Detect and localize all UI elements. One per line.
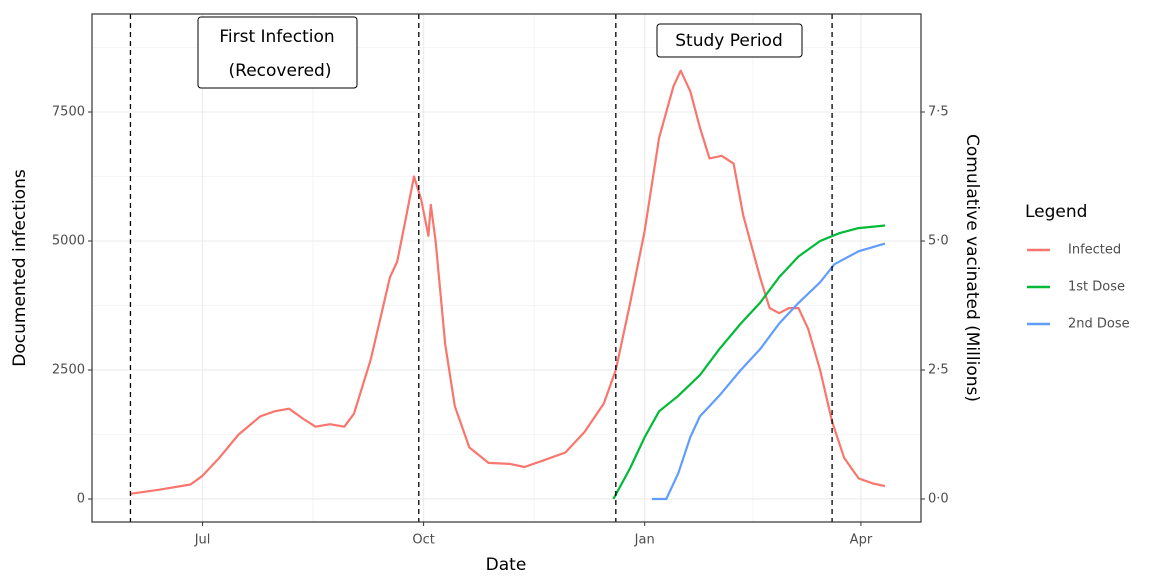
y2-tick-label: 5·0 <box>928 233 949 248</box>
legend-label: 1st Dose <box>1068 280 1125 295</box>
annotation-box <box>197 16 358 89</box>
x-tick-label: Jul <box>194 533 211 548</box>
series-line <box>651 242 886 501</box>
y-tick-label: 0 <box>77 491 85 506</box>
legend-title: Legend <box>1025 202 1087 222</box>
y-tick-label: 2500 <box>52 362 85 377</box>
series-line <box>130 69 886 495</box>
annotation-box <box>656 23 803 58</box>
y2-tick-label: 2·5 <box>928 362 949 377</box>
y-tick-label: 5000 <box>52 233 85 248</box>
panel-border <box>91 13 922 523</box>
series-line <box>612 224 886 500</box>
annotation: First Infection <box>219 27 334 47</box>
annotation: Study Period <box>675 31 783 51</box>
y-axis-title: Documented infections <box>10 169 30 367</box>
x-axis-title: Date <box>486 555 527 575</box>
y2-axis-title: Comulative vacinated (Millions) <box>962 134 982 402</box>
x-tick-label: Oct <box>412 533 434 548</box>
legend-label: 2nd Dose <box>1068 317 1130 332</box>
y-tick-label: 7500 <box>52 104 85 119</box>
y2-tick-label: 0·0 <box>928 491 949 506</box>
legend-label: Infected <box>1068 243 1121 258</box>
x-tick-label: Jan <box>634 533 655 548</box>
x-tick-label: Apr <box>850 533 873 548</box>
annotation: (Recovered) <box>229 61 332 81</box>
y2-tick-label: 7·5 <box>928 104 949 119</box>
